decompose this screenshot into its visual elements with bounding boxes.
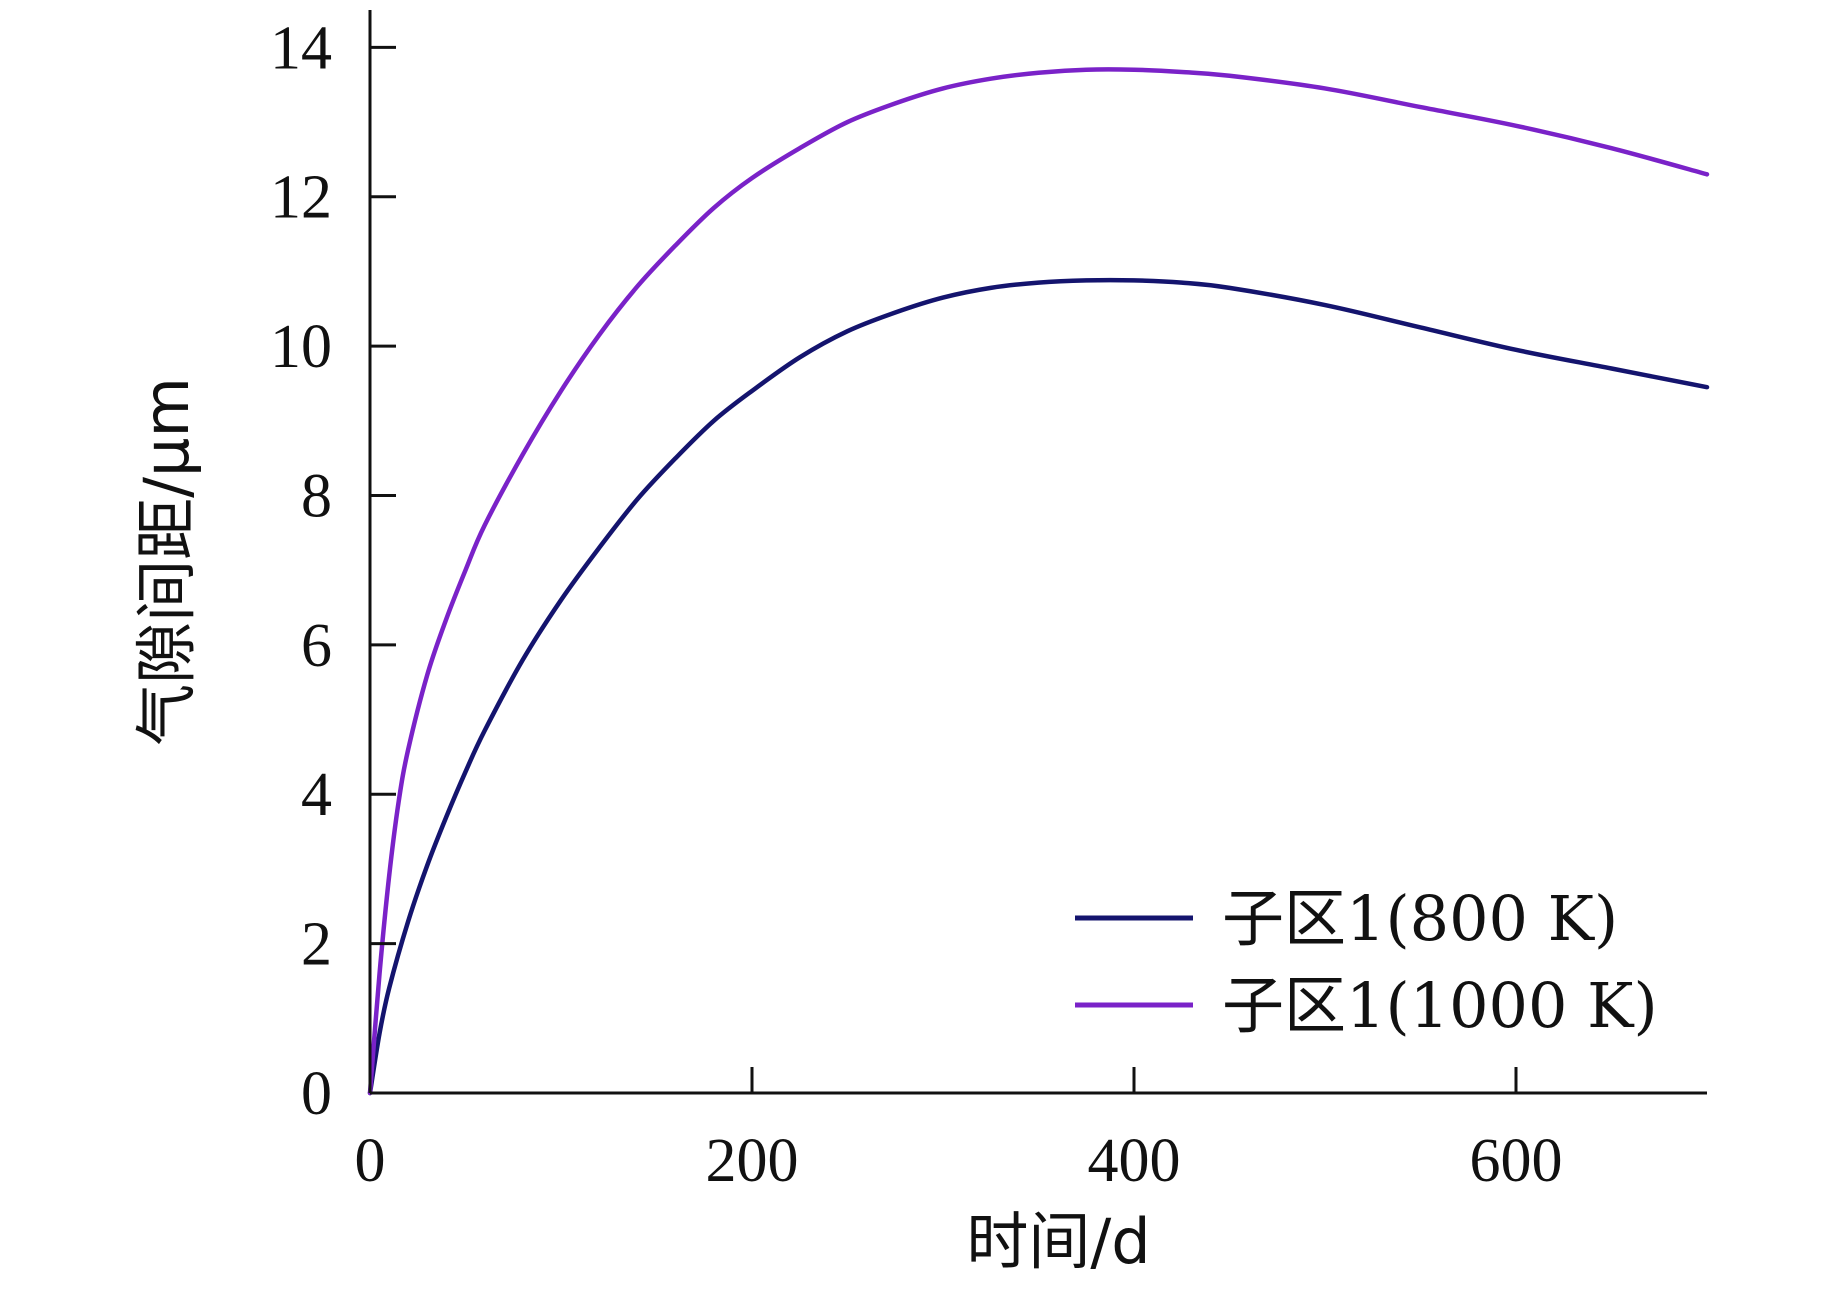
series-layer xyxy=(367,67,1710,1096)
y-tick-label: 14 xyxy=(270,14,332,82)
x-tick-label: 400 xyxy=(1088,1127,1181,1195)
legend: 子区1(800 K) 子区1(1000 K) xyxy=(1075,882,1658,1042)
y-axis-title: 气隙间距/μm xyxy=(130,377,203,746)
x-axis-title: 时间/d xyxy=(966,1205,1150,1278)
y-tick-label: 4 xyxy=(301,761,332,829)
legend-label-2: 子区1(1000 K) xyxy=(1222,969,1658,1042)
y-tick-label: 10 xyxy=(270,313,332,381)
x-ticks: 0 200 400 600 xyxy=(355,1067,1563,1195)
series-line-1 xyxy=(367,277,1710,1096)
legend-label-1: 子区1(800 K) xyxy=(1222,882,1618,955)
x-tick-label: 200 xyxy=(706,1127,799,1195)
axes-layer xyxy=(368,10,1707,1095)
y-tick-label: 0 xyxy=(301,1060,332,1128)
y-tick-label: 2 xyxy=(301,911,332,979)
y-tick-label: 12 xyxy=(270,164,332,232)
x-tick-label: 0 xyxy=(355,1127,386,1195)
y-tick-label: 8 xyxy=(301,462,332,530)
y-ticks: 0 2 4 6 8 10 12 14 xyxy=(270,14,396,1128)
series-line-2 xyxy=(367,67,1710,1096)
y-tick-label: 6 xyxy=(301,612,332,680)
x-tick-label: 600 xyxy=(1470,1127,1563,1195)
